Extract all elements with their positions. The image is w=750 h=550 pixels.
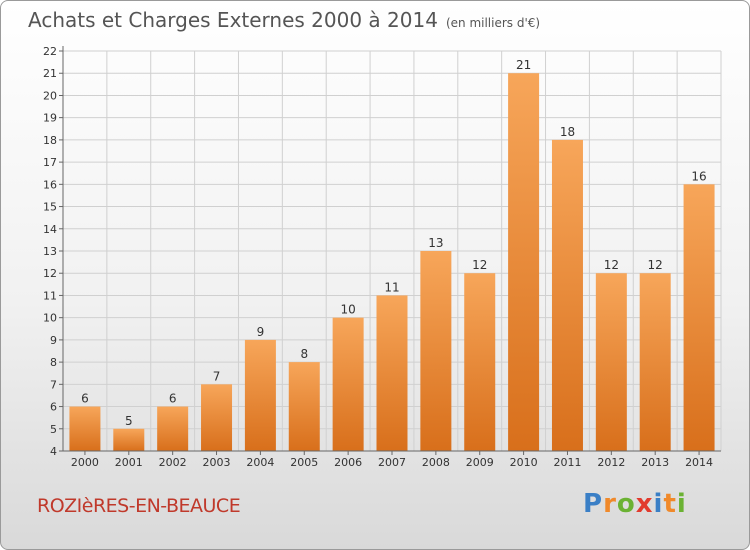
data-label: 13	[428, 236, 443, 250]
data-label: 6	[169, 392, 177, 406]
y-tick-label: 12	[43, 267, 57, 280]
y-tick-label: 10	[43, 312, 57, 325]
x-tick-label: 2008	[422, 456, 450, 469]
bar-2001	[113, 428, 145, 451]
data-label: 16	[691, 169, 706, 183]
bar-2008	[420, 251, 452, 451]
bar-2013	[639, 273, 671, 451]
x-tick-label: 2001	[115, 456, 143, 469]
data-label: 11	[384, 280, 399, 294]
axes: 4 5 6 7 8 9 10 11 12 13 14 15 16 17 18 19 20 21 22 2000 2001…	[43, 45, 721, 469]
x-tick-label: 2011	[553, 456, 581, 469]
y-tick-label: 18	[43, 134, 57, 147]
bar-2009	[464, 273, 496, 451]
x-tick-label: 2000	[71, 456, 99, 469]
logo-letter: i	[653, 489, 664, 519]
x-tick-label: 2010	[510, 456, 538, 469]
chart-title-text: Achats et Charges Externes 2000 à 2014	[28, 8, 438, 32]
logo-letter: x	[635, 489, 654, 519]
y-tick-label: 17	[43, 156, 57, 169]
x-tick-label: 2002	[159, 456, 187, 469]
y-tick-label: 13	[43, 245, 57, 258]
bars: 6 5 6 7 9 8 10 11 13 12 21 18 12 12 16	[69, 58, 715, 452]
x-tick-label: 2003	[203, 456, 231, 469]
proxiti-logo[interactable]: Proxiti	[583, 489, 687, 519]
data-label: 7	[213, 369, 221, 383]
y-tick-label: 16	[43, 178, 57, 191]
logo-letter: t	[663, 489, 677, 519]
y-tick-label: 4	[50, 445, 57, 458]
x-tick-label: 2004	[246, 456, 274, 469]
bar-2002	[157, 406, 189, 451]
bar-2014	[683, 184, 715, 452]
x-tick-label: 2006	[334, 456, 362, 469]
y-tick-label: 14	[43, 223, 57, 236]
y-tick-label: 22	[43, 45, 57, 58]
y-tick-label: 9	[50, 334, 57, 347]
y-tick-label: 7	[50, 378, 57, 391]
bar-2003	[201, 384, 233, 451]
logo-letter: o	[616, 489, 636, 519]
bar-2011	[551, 139, 583, 451]
x-tick-label: 2007	[378, 456, 406, 469]
data-label: 18	[560, 125, 575, 139]
commune-name: ROZIèRES-EN-BEAUCE	[37, 495, 241, 517]
logo-letter: r	[603, 489, 617, 519]
bar-2012	[595, 273, 627, 451]
bar-2004	[244, 339, 276, 451]
data-label: 10	[340, 303, 355, 317]
x-tick-label: 2009	[466, 456, 494, 469]
y-tick-label: 8	[50, 356, 57, 369]
logo-letter: P	[583, 489, 604, 519]
bar-2007	[376, 295, 408, 451]
y-tick-label: 6	[50, 401, 57, 414]
bar-2000	[69, 406, 101, 451]
y-tick-label: 20	[43, 89, 57, 102]
data-label: 5	[125, 414, 133, 428]
x-tick-label: 2005	[290, 456, 318, 469]
x-tick-label: 2014	[685, 456, 713, 469]
chart-subtitle: (en milliers d'€)	[445, 16, 541, 30]
bar-2010	[508, 73, 540, 451]
data-label: 12	[648, 258, 663, 272]
data-label: 8	[300, 347, 308, 361]
x-tick-label: 2013	[641, 456, 669, 469]
data-label: 12	[604, 258, 619, 272]
chart-title: Achats et Charges Externes 2000 à 2014 (e…	[28, 8, 540, 32]
y-tick-label: 15	[43, 201, 57, 214]
bar-2006	[332, 317, 364, 451]
bar-2005	[288, 362, 320, 451]
x-tick-label: 2012	[597, 456, 625, 469]
logo-letter: i	[676, 489, 687, 519]
data-label: 21	[516, 58, 531, 72]
y-tick-label: 11	[43, 289, 57, 302]
data-label: 6	[81, 392, 89, 406]
y-tick-label: 5	[50, 423, 57, 436]
data-label: 9	[257, 325, 265, 339]
y-tick-label: 21	[43, 67, 57, 80]
y-tick-label: 19	[43, 112, 57, 125]
data-label: 12	[472, 258, 487, 272]
